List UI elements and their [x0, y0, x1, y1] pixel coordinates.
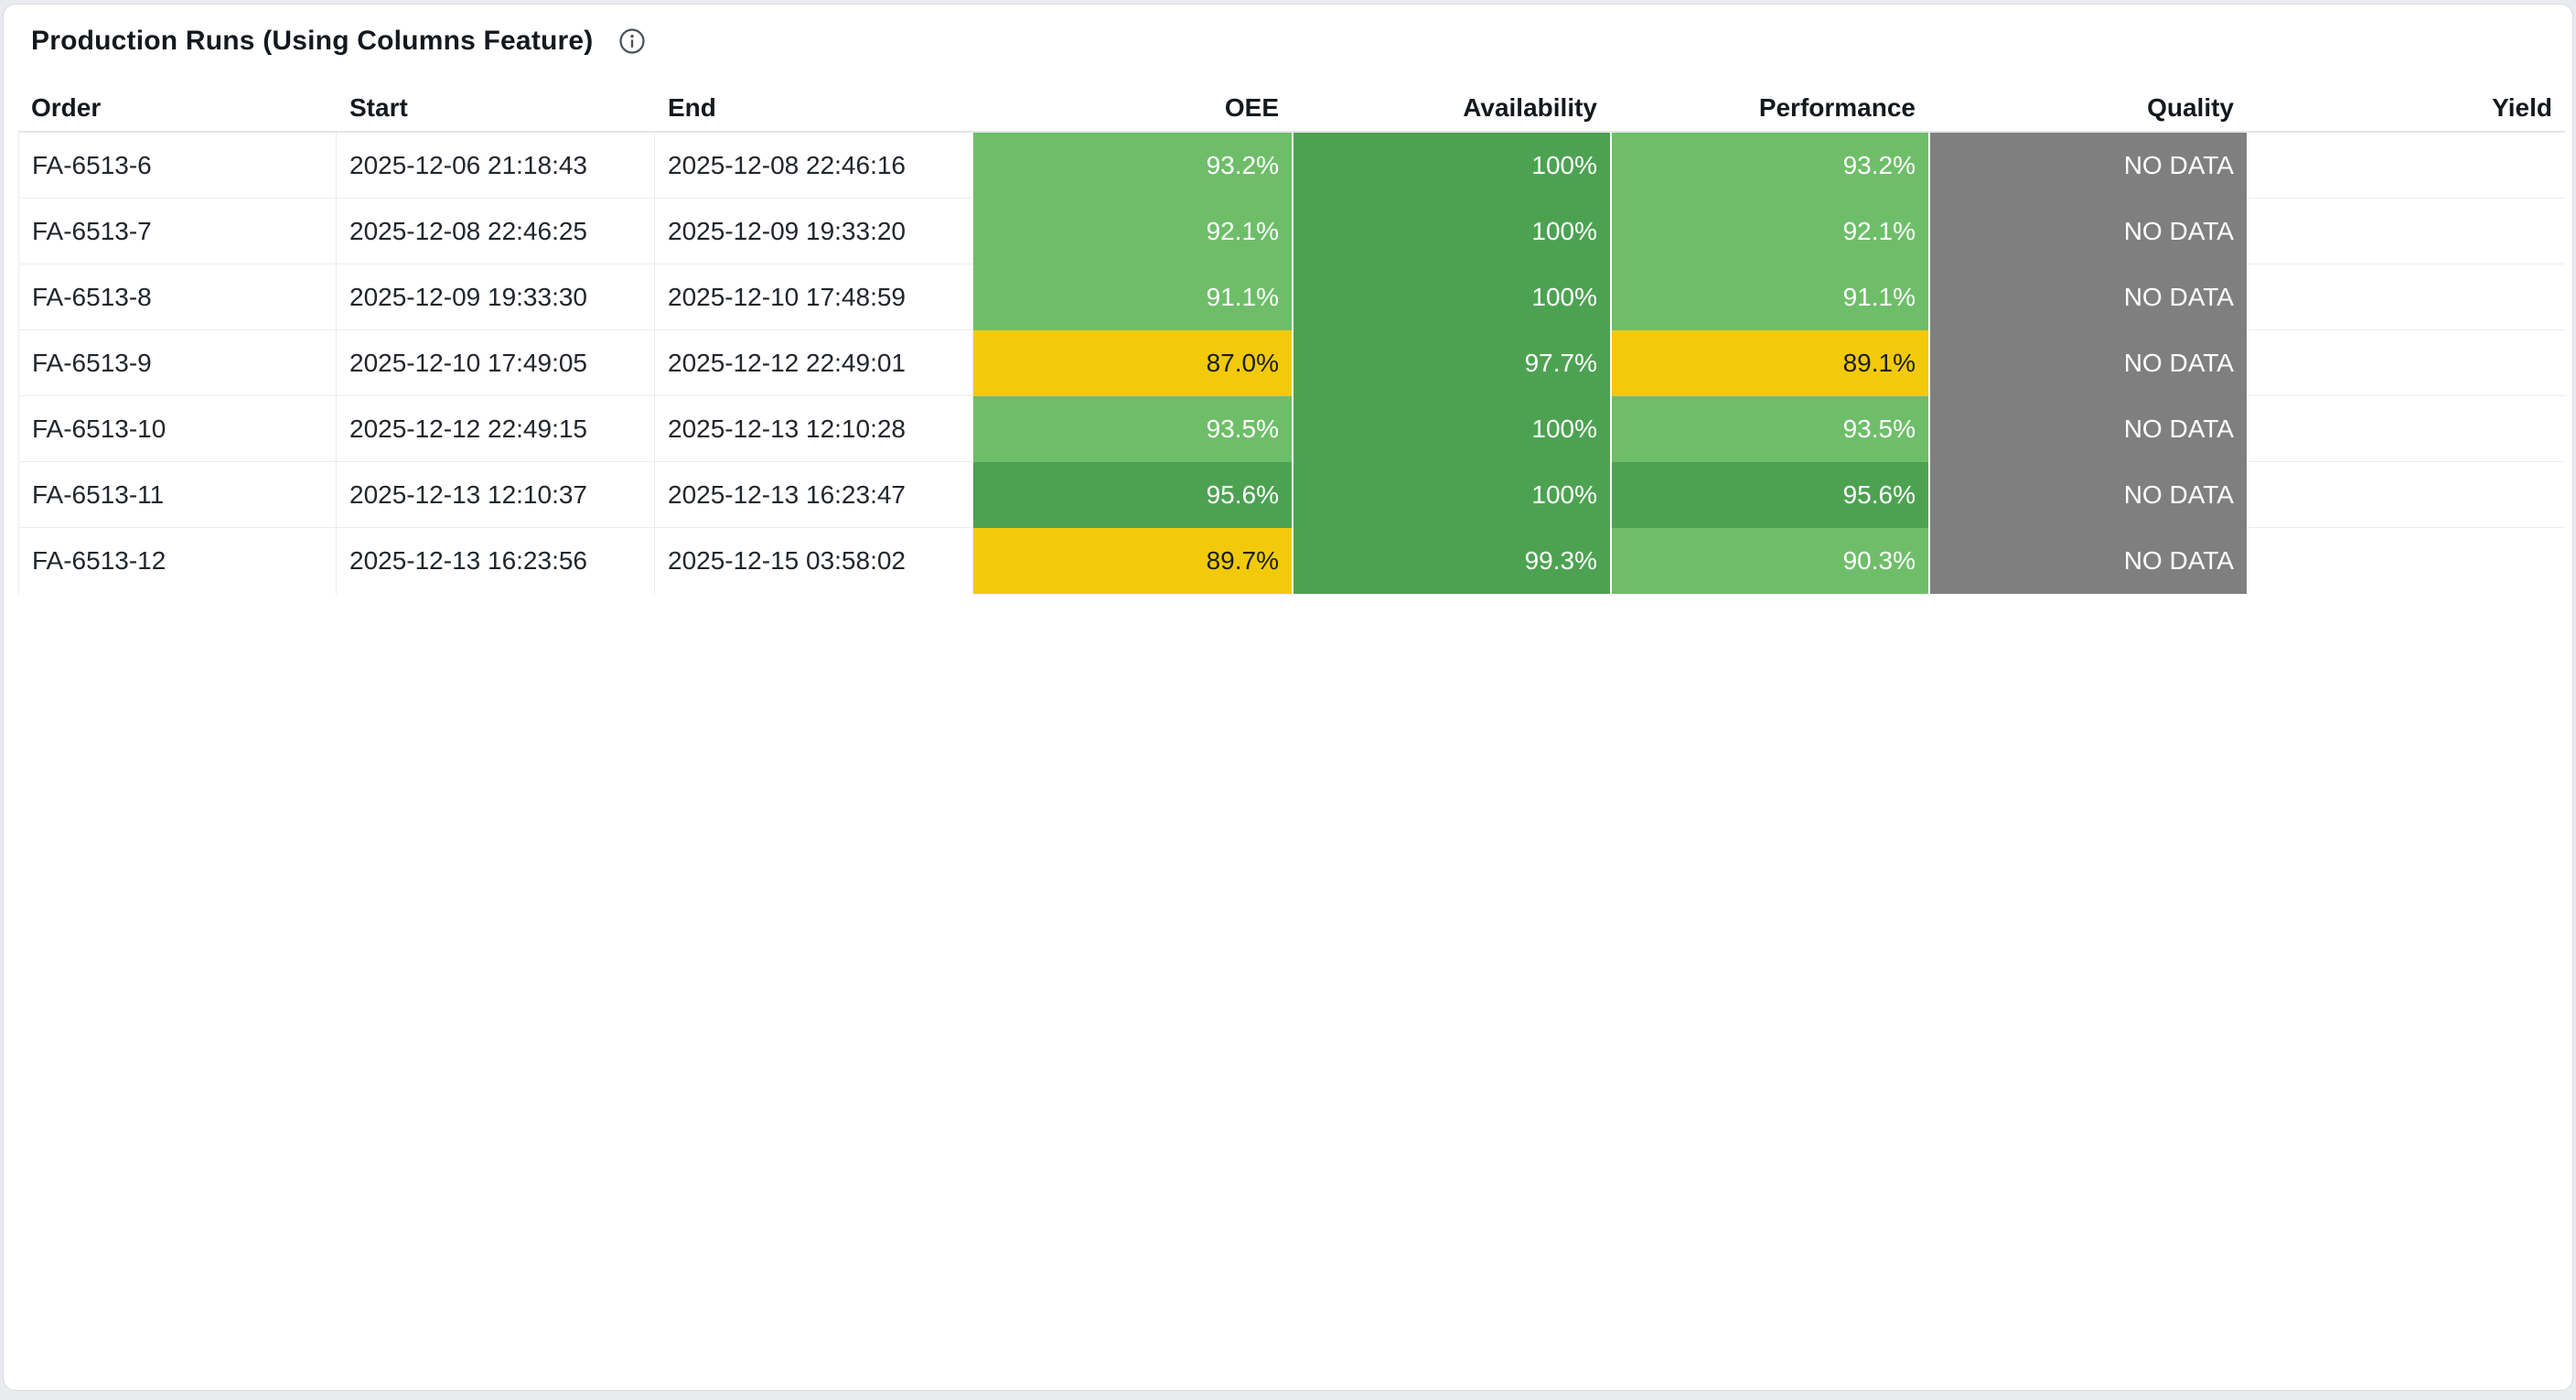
- cell-start: 2025-12-13 12:10:37: [337, 462, 655, 528]
- cell-end: 2025-12-15 03:58:02: [655, 528, 973, 594]
- cell-start: 2025-12-06 21:18:43: [337, 133, 655, 199]
- page-title: Production Runs (Using Columns Feature): [31, 26, 594, 56]
- cell-quality: NO DATA: [1928, 264, 2247, 330]
- cell-performance: 91.1%: [1610, 264, 1928, 330]
- cell-end: 2025-12-12 22:49:01: [655, 330, 973, 396]
- column-header-oee[interactable]: OEE: [973, 85, 1292, 133]
- cell-oee: 91.1%: [973, 264, 1292, 330]
- column-header-yield[interactable]: Yield: [2247, 85, 2565, 133]
- cell-oee: 93.2%: [973, 133, 1292, 199]
- cell-quality: NO DATA: [1928, 330, 2247, 396]
- cell-end: 2025-12-08 22:46:16: [655, 133, 973, 199]
- cell-availability: 100%: [1292, 462, 1610, 528]
- cell-yield: [2247, 528, 2565, 594]
- cell-availability: 100%: [1292, 264, 1610, 330]
- column-header-start[interactable]: Start: [337, 85, 655, 133]
- card-header: Production Runs (Using Columns Feature): [4, 5, 2572, 85]
- cell-yield: [2247, 396, 2565, 462]
- cell-end: 2025-12-09 19:33:20: [655, 199, 973, 264]
- cell-yield: [2247, 462, 2565, 528]
- cell-availability: 100%: [1292, 396, 1610, 462]
- table-row: FA-6513-7 2025-12-08 22:46:25 2025-12-09 1…: [18, 199, 2565, 264]
- cell-end: 2025-12-13 12:10:28: [655, 396, 973, 462]
- table-row: FA-6513-6 2025-12-06 21:18:43 2025-12-08 2…: [18, 133, 2565, 199]
- cell-order: FA-6513-8: [18, 264, 337, 330]
- table-row: FA-6513-11 2025-12-13 12:10:37 2025-12-13 …: [18, 462, 2565, 528]
- cell-availability: 99.3%: [1292, 528, 1610, 594]
- cell-order: FA-6513-6: [18, 133, 337, 199]
- production-runs-table: Order Start End OEE Availability Perform…: [18, 85, 2565, 594]
- cell-performance: 93.5%: [1610, 396, 1928, 462]
- cell-quality: NO DATA: [1928, 133, 2247, 199]
- cell-oee: 92.1%: [973, 199, 1292, 264]
- table-row: FA-6513-12 2025-12-13 16:23:56 2025-12-15 …: [18, 528, 2565, 594]
- cell-oee: 95.6%: [973, 462, 1292, 528]
- cell-quality: NO DATA: [1928, 396, 2247, 462]
- table-row: FA-6513-10 2025-12-12 22:49:15 2025-12-13 …: [18, 396, 2565, 462]
- production-runs-card: Production Runs (Using Columns Feature) …: [3, 4, 2573, 1391]
- column-header-quality[interactable]: Quality: [1928, 85, 2247, 133]
- cell-performance: 93.2%: [1610, 133, 1928, 199]
- cell-start: 2025-12-13 16:23:56: [337, 528, 655, 594]
- cell-performance: 89.1%: [1610, 330, 1928, 396]
- cell-yield: [2247, 133, 2565, 199]
- cell-availability: 100%: [1292, 199, 1610, 264]
- cell-end: 2025-12-13 16:23:47: [655, 462, 973, 528]
- cell-start: 2025-12-09 19:33:30: [337, 264, 655, 330]
- cell-availability: 100%: [1292, 133, 1610, 199]
- column-header-availability[interactable]: Availability: [1292, 85, 1610, 133]
- cell-oee: 89.7%: [973, 528, 1292, 594]
- cell-order: FA-6513-12: [18, 528, 337, 594]
- cell-order: FA-6513-11: [18, 462, 337, 528]
- table-row: FA-6513-8 2025-12-09 19:33:30 2025-12-10 1…: [18, 264, 2565, 330]
- cell-performance: 90.3%: [1610, 528, 1928, 594]
- cell-quality: NO DATA: [1928, 462, 2247, 528]
- column-header-performance[interactable]: Performance: [1610, 85, 1928, 133]
- cell-yield: [2247, 199, 2565, 264]
- table-body: FA-6513-6 2025-12-06 21:18:43 2025-12-08 2…: [18, 133, 2565, 594]
- table-row: FA-6513-9 2025-12-10 17:49:05 2025-12-12 2…: [18, 330, 2565, 396]
- cell-order: FA-6513-9: [18, 330, 337, 396]
- info-icon[interactable]: [618, 27, 646, 55]
- cell-yield: [2247, 330, 2565, 396]
- cell-performance: 95.6%: [1610, 462, 1928, 528]
- cell-start: 2025-12-08 22:46:25: [337, 199, 655, 264]
- table-header: Order Start End OEE Availability Perform…: [18, 85, 2565, 133]
- cell-performance: 92.1%: [1610, 199, 1928, 264]
- cell-end: 2025-12-10 17:48:59: [655, 264, 973, 330]
- cell-start: 2025-12-10 17:49:05: [337, 330, 655, 396]
- cell-oee: 93.5%: [973, 396, 1292, 462]
- cell-order: FA-6513-10: [18, 396, 337, 462]
- column-header-end[interactable]: End: [655, 85, 973, 133]
- cell-start: 2025-12-12 22:49:15: [337, 396, 655, 462]
- cell-yield: [2247, 264, 2565, 330]
- cell-order: FA-6513-7: [18, 199, 337, 264]
- cell-oee: 87.0%: [973, 330, 1292, 396]
- cell-availability: 97.7%: [1292, 330, 1610, 396]
- cell-quality: NO DATA: [1928, 199, 2247, 264]
- table-header-row: Order Start End OEE Availability Perform…: [18, 85, 2565, 133]
- column-header-order[interactable]: Order: [18, 85, 337, 133]
- cell-quality: NO DATA: [1928, 528, 2247, 594]
